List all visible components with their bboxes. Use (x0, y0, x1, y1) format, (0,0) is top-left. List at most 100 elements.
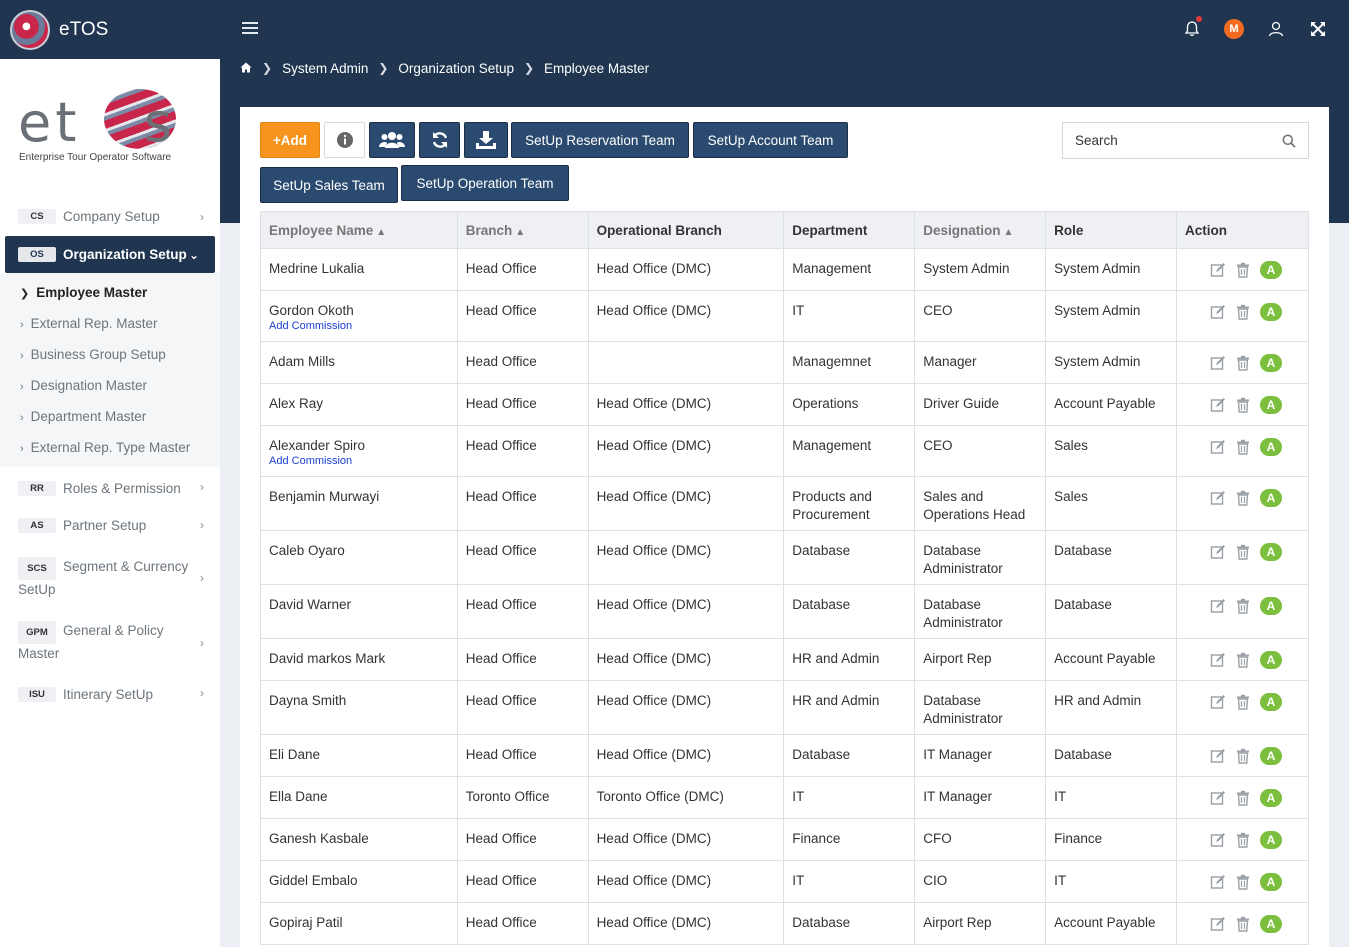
column-header-designation[interactable]: Designation ▲︎ (914, 211, 1047, 249)
sidebar-item-general-policy[interactable]: GPM General & Policy Master › (0, 609, 220, 673)
activate-badge[interactable]: A (1260, 651, 1282, 669)
setup-account-team-button[interactable]: SetUp Account Team (693, 122, 848, 158)
submenu-business-group-setup[interactable]: › Business Group Setup (20, 347, 166, 362)
sidebar-item-segment-currency[interactable]: SCS Segment & Currency SetUp › (0, 543, 220, 609)
employee-name[interactable]: Gordon Okoth (269, 303, 354, 318)
trash-icon[interactable] (1235, 916, 1251, 932)
activate-badge[interactable]: A (1260, 915, 1282, 933)
column-header-employee-name[interactable]: Employee Name ▲︎ (260, 211, 458, 249)
edit-icon[interactable] (1210, 694, 1226, 710)
trash-icon[interactable] (1235, 652, 1251, 668)
activate-badge[interactable]: A (1260, 693, 1282, 711)
employee-name[interactable]: Benjamin Murwayi (269, 489, 380, 504)
trash-icon[interactable] (1235, 832, 1251, 848)
trash-icon[interactable] (1235, 355, 1251, 371)
submenu-department-master[interactable]: › Department Master (20, 409, 147, 424)
breadcrumb-system-admin[interactable]: System Admin (282, 60, 369, 76)
employee-name[interactable]: Dayna Smith (269, 693, 347, 708)
activate-badge[interactable]: A (1260, 489, 1282, 507)
submenu-external-rep-type-master[interactable]: › External Rep. Type Master (20, 440, 191, 455)
edit-icon[interactable] (1210, 397, 1226, 413)
trash-icon[interactable] (1235, 490, 1251, 506)
activate-badge[interactable]: A (1260, 261, 1282, 279)
edit-icon[interactable] (1210, 832, 1226, 848)
setup-reservation-team-button[interactable]: SetUp Reservation Team (511, 122, 689, 158)
sidebar-item-roles-permission[interactable]: RR Roles & Permission › (0, 467, 220, 506)
employee-name[interactable]: Caleb Oyaro (269, 543, 345, 558)
trash-icon[interactable] (1235, 439, 1251, 455)
activate-badge[interactable]: A (1260, 543, 1282, 561)
user-avatar[interactable]: M (1223, 18, 1245, 40)
employee-name[interactable]: Giddel Embalo (269, 873, 358, 888)
submenu-external-rep-master[interactable]: › External Rep. Master (20, 316, 158, 331)
trash-icon[interactable] (1235, 544, 1251, 560)
employee-name[interactable]: Eli Dane (269, 747, 321, 762)
add-button[interactable]: +Add (260, 122, 320, 158)
edit-icon[interactable] (1210, 304, 1226, 320)
add-commission-link[interactable]: Add Commission (269, 455, 353, 467)
employee-name[interactable]: David Warner (269, 597, 352, 612)
edit-icon[interactable] (1210, 916, 1226, 932)
activate-badge[interactable]: A (1260, 597, 1282, 615)
employee-name[interactable]: Ella Dane (269, 789, 328, 804)
fullscreen-icon[interactable] (1307, 18, 1329, 40)
trash-icon[interactable] (1235, 262, 1251, 278)
employee-name[interactable]: Gopiraj Patil (269, 915, 343, 930)
activate-badge[interactable]: A (1260, 354, 1282, 372)
info-button[interactable] (324, 122, 365, 158)
employee-name[interactable]: David markos Mark (269, 651, 386, 666)
employee-name[interactable]: Alex Ray (269, 396, 324, 411)
activate-badge[interactable]: A (1260, 831, 1282, 849)
activate-badge[interactable]: A (1260, 873, 1282, 891)
trash-icon[interactable] (1235, 748, 1251, 764)
refresh-button[interactable] (419, 122, 460, 158)
edit-icon[interactable] (1210, 439, 1226, 455)
search-box (1062, 122, 1309, 159)
edit-icon[interactable] (1210, 490, 1226, 506)
bell-icon[interactable] (1181, 16, 1203, 40)
search-input[interactable] (1075, 133, 1282, 148)
employee-name[interactable]: Ganesh Kasbale (269, 831, 369, 846)
employee-name[interactable]: Alexander Spiro (269, 438, 366, 453)
search-icon[interactable] (1282, 134, 1296, 148)
edit-icon[interactable] (1210, 748, 1226, 764)
team-button[interactable] (369, 122, 415, 158)
employee-name[interactable]: Adam Mills (269, 354, 336, 369)
edit-icon[interactable] (1210, 262, 1226, 278)
trash-icon[interactable] (1235, 598, 1251, 614)
trash-icon[interactable] (1235, 790, 1251, 806)
edit-icon[interactable] (1210, 652, 1226, 668)
edit-icon[interactable] (1210, 790, 1226, 806)
submenu-designation-master[interactable]: › Designation Master (20, 378, 147, 393)
trash-icon[interactable] (1235, 397, 1251, 413)
trash-icon[interactable] (1235, 304, 1251, 320)
sidebar-item-partner-setup[interactable]: AS Partner Setup › (0, 506, 220, 543)
user-icon[interactable] (1265, 18, 1287, 40)
edit-icon[interactable] (1210, 598, 1226, 614)
setup-operation-team-button[interactable]: SetUp Operation Team (401, 165, 569, 201)
edit-icon[interactable] (1210, 544, 1226, 560)
brand[interactable]: eTOS (0, 0, 220, 59)
edit-icon[interactable] (1210, 355, 1226, 371)
sidebar-item-itinerary-setup[interactable]: ISU Itinerary SetUp › (0, 673, 220, 712)
trash-icon[interactable] (1235, 874, 1251, 890)
activate-badge[interactable]: A (1260, 438, 1282, 456)
submenu-employee-master[interactable]: ❯ Employee Master (20, 285, 148, 300)
menu-toggle-icon[interactable] (242, 22, 258, 36)
download-button[interactable] (464, 122, 508, 158)
activate-badge[interactable]: A (1260, 396, 1282, 414)
employee-name[interactable]: Medrine Lukalia (269, 261, 365, 276)
edit-icon[interactable] (1210, 874, 1226, 890)
setup-sales-team-button[interactable]: SetUp Sales Team (260, 167, 398, 203)
breadcrumb-organization-setup[interactable]: Organization Setup (398, 60, 514, 76)
trash-icon[interactable] (1235, 694, 1251, 710)
sidebar-item-organization-setup[interactable]: OS Organization Setup ⌄ (5, 236, 215, 273)
column-header-branch[interactable]: Branch ▲︎ (456, 211, 589, 249)
activate-badge[interactable]: A (1260, 747, 1282, 765)
activate-badge[interactable]: A (1260, 789, 1282, 807)
add-commission-link[interactable]: Add Commission (269, 320, 353, 332)
home-icon[interactable] (240, 61, 252, 76)
activate-badge[interactable]: A (1260, 303, 1282, 321)
cell-operational-branch: Head Office (DMC) (587, 860, 785, 903)
sidebar-item-company-setup[interactable]: CS Company Setup › (0, 199, 220, 234)
